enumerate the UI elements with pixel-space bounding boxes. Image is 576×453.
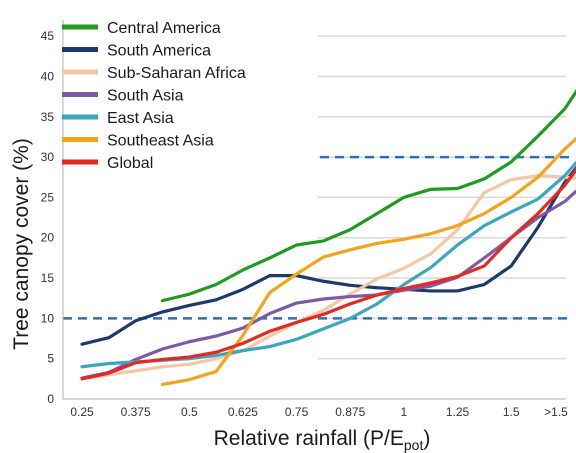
x-tick-labels: 0.25 0.375 0.5 0.625 0.75 0.875 1 1.25 1.5 >1.5 bbox=[70, 405, 568, 419]
gridlines bbox=[318, 35, 566, 360]
x-tick-label: 0.25 bbox=[70, 405, 94, 419]
series-line-southeast-asia bbox=[160, 136, 576, 387]
x-axis-title-subscript: pot bbox=[404, 437, 424, 453]
legend-label-sub-saharan-africa: Sub-Saharan Africa bbox=[107, 65, 246, 82]
legend-label-central-america: Central America bbox=[107, 20, 221, 37]
y-tick-label: 45 bbox=[41, 29, 55, 43]
legend-label-south-asia: South Asia bbox=[107, 88, 184, 105]
x-tick-label: >1.5 bbox=[544, 405, 568, 419]
legend-label-global: Global bbox=[107, 155, 153, 172]
y-tick-label: 0 bbox=[47, 392, 54, 406]
y-tick-label: 5 bbox=[47, 352, 54, 366]
y-tick-label: 40 bbox=[41, 69, 55, 83]
x-tick-label: 0.5 bbox=[181, 405, 198, 419]
x-tick-label: 1.5 bbox=[503, 405, 520, 419]
y-tick-label: 10 bbox=[41, 311, 55, 325]
legend-label-south-america: South America bbox=[107, 43, 211, 60]
reference-lines bbox=[63, 155, 572, 320]
x-tick-label: 1 bbox=[401, 405, 408, 419]
x-axis-title: Relative rainfall (P/Epot) bbox=[214, 427, 431, 453]
series-line-south-asia bbox=[80, 189, 576, 380]
x-tick-label: 0.625 bbox=[228, 405, 258, 419]
series-line-south-america bbox=[80, 165, 576, 346]
x-axis-title-close: ) bbox=[423, 427, 430, 450]
series-line-east-asia bbox=[80, 160, 576, 369]
y-tick-label: 35 bbox=[41, 110, 55, 124]
y-tick-label: 30 bbox=[41, 150, 55, 164]
x-axis-title-main: Relative rainfall (P/E bbox=[214, 427, 404, 450]
x-tick-label: 0.375 bbox=[121, 405, 151, 419]
x-tick-label: 0.875 bbox=[335, 405, 365, 419]
x-tick-label: 1.25 bbox=[446, 405, 470, 419]
y-tick-label: 20 bbox=[41, 231, 55, 245]
series-line-central-america bbox=[160, 89, 576, 303]
series-lines bbox=[80, 89, 576, 387]
y-tick-labels: 0 5 10 15 20 25 30 35 40 45 bbox=[41, 29, 55, 406]
legend: Central America South America Sub-Saharan … bbox=[62, 20, 246, 172]
series-line-sub-saharan-africa bbox=[80, 174, 576, 381]
series-line-global bbox=[80, 167, 576, 381]
y-tick-label: 25 bbox=[41, 190, 55, 204]
legend-label-east-asia: East Asia bbox=[107, 110, 174, 127]
x-tick-label: 0.75 bbox=[285, 405, 309, 419]
y-axis-title: Tree canopy cover (%) bbox=[10, 138, 33, 350]
y-tick-label: 15 bbox=[41, 271, 55, 285]
legend-label-southeast-asia: Southeast Asia bbox=[107, 133, 214, 150]
